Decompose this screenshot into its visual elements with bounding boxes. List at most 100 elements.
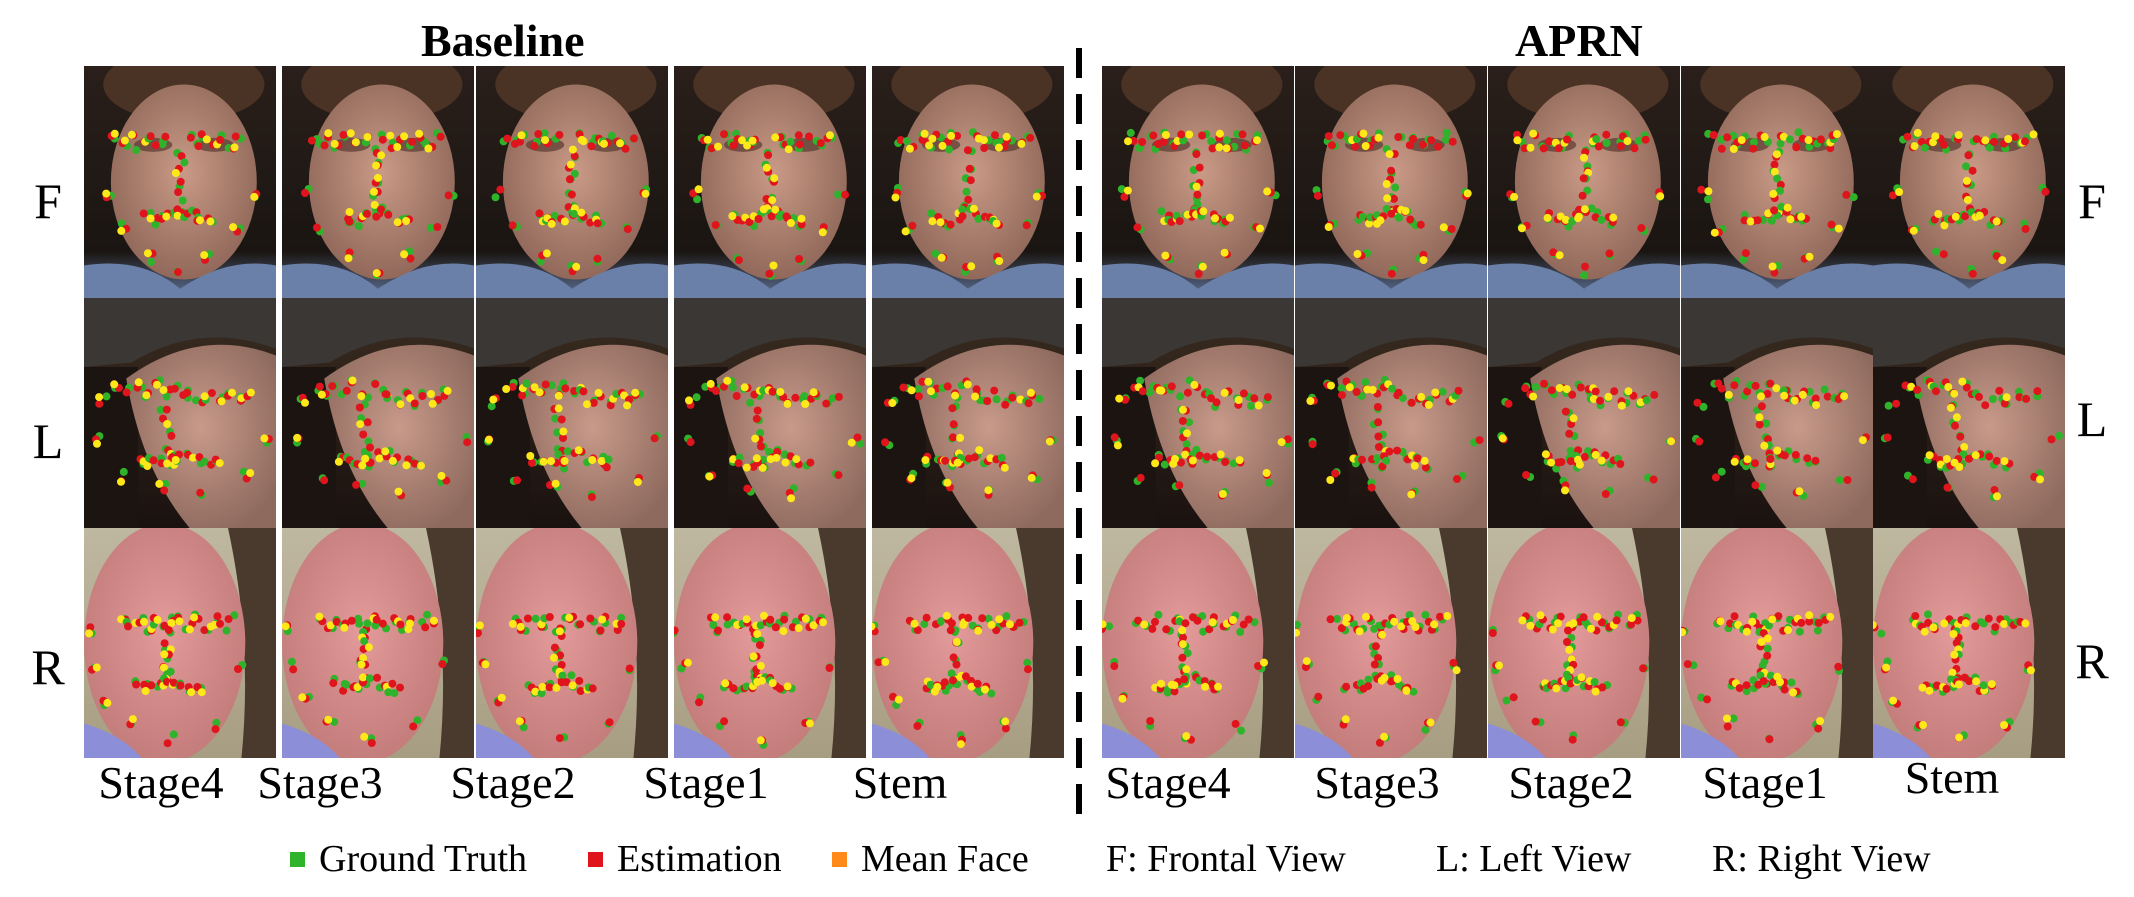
- face-thumbnail-aprn-stage2-frontal: [1488, 66, 1680, 298]
- landmark-point: [1784, 626, 1792, 634]
- landmark-point: [396, 684, 404, 692]
- landmark-point: [1730, 145, 1738, 153]
- divider-dash: [1076, 508, 1082, 538]
- landmark-point: [1390, 195, 1398, 203]
- landmark-point: [951, 392, 959, 400]
- landmark-point: [143, 462, 151, 470]
- landmark-point: [1027, 389, 1035, 397]
- landmark-point: [1409, 135, 1417, 143]
- landmark-point: [1771, 168, 1779, 176]
- landmark-point: [1178, 626, 1186, 634]
- landmark-point: [1327, 382, 1335, 390]
- landmark-point: [1380, 733, 1388, 741]
- legend-estimation: Estimation: [588, 840, 782, 878]
- landmark-point: [1255, 402, 1263, 410]
- landmark-point: [1375, 443, 1383, 451]
- landmark-point: [782, 459, 790, 467]
- face-thumbnail-aprn-stage2-right: [1488, 528, 1680, 758]
- landmark-point: [179, 197, 187, 205]
- landmark-point: [1914, 129, 1922, 137]
- landmark-point: [165, 626, 173, 634]
- landmark-point: [1394, 675, 1402, 683]
- landmark-point: [1756, 421, 1764, 429]
- landmark-point: [320, 476, 328, 484]
- landmark-point: [586, 615, 594, 623]
- landmark-point: [1971, 622, 1979, 630]
- landmark-point: [1742, 249, 1750, 257]
- divider-dash: [1076, 140, 1082, 170]
- landmark-point: [1723, 715, 1731, 723]
- landmark-point: [395, 488, 403, 496]
- landmark-point: [594, 255, 602, 263]
- landmark-point: [1303, 657, 1311, 665]
- landmark-point: [155, 480, 163, 488]
- landmark-point: [1631, 144, 1639, 152]
- landmark-point: [1910, 227, 1918, 235]
- landmark-point: [1376, 216, 1384, 224]
- landmark-point: [1383, 194, 1391, 202]
- landmark-point: [228, 389, 236, 397]
- landmark-point: [85, 629, 93, 637]
- landmark-point: [1374, 418, 1382, 426]
- landmark-point: [1569, 736, 1577, 744]
- landmark-point: [147, 258, 155, 266]
- landmark-point: [168, 619, 176, 627]
- landmark-point: [1434, 143, 1442, 151]
- landmark-point: [140, 210, 148, 218]
- landmark-point: [953, 661, 961, 669]
- landmark-point: [588, 456, 596, 464]
- landmark-point: [1151, 618, 1159, 626]
- landmark-point: [956, 434, 964, 442]
- landmark-point: [366, 674, 374, 682]
- landmark-point: [835, 393, 843, 401]
- landmark-point: [1781, 686, 1789, 694]
- landmark-point: [792, 455, 800, 463]
- landmark-point: [1195, 270, 1203, 278]
- landmark-point: [1962, 162, 1970, 170]
- landmark-point: [147, 215, 155, 223]
- landmark-point: [2027, 666, 2035, 674]
- landmark-point: [927, 209, 935, 217]
- landmark-point: [1710, 131, 1718, 139]
- landmark-point: [1489, 629, 1497, 637]
- landmark-point: [993, 220, 1001, 228]
- landmark-point: [1751, 481, 1759, 489]
- landmark-point: [1752, 382, 1760, 390]
- landmark-point: [1859, 436, 1867, 444]
- landmark-point: [787, 494, 795, 502]
- landmark-point: [764, 151, 772, 159]
- landmark-point: [361, 455, 369, 463]
- landmark-point: [1597, 216, 1605, 224]
- landmark-point: [776, 388, 784, 396]
- landmark-point: [433, 223, 441, 231]
- landmark-point: [298, 693, 306, 701]
- landmark-point: [365, 643, 373, 651]
- landmark-point: [1343, 614, 1351, 622]
- landmark-point: [1836, 476, 1844, 484]
- landmark-point: [424, 145, 432, 153]
- landmark-point: [343, 387, 351, 395]
- landmark-point: [712, 387, 720, 395]
- landmark-point: [949, 433, 957, 441]
- landmark-point: [1580, 613, 1588, 621]
- landmark-point: [1603, 139, 1611, 147]
- face-thumbnail-baseline-stage2-left: [476, 298, 668, 528]
- landmark-point: [1177, 130, 1185, 138]
- landmark-point: [1606, 250, 1614, 258]
- landmark-point: [1773, 447, 1781, 455]
- landmark-point: [1548, 386, 1556, 394]
- landmark-point: [1442, 136, 1450, 144]
- landmark-point: [784, 400, 792, 408]
- landmark-point: [1226, 214, 1234, 222]
- stage-label-baseline-stem: Stem: [800, 760, 1000, 806]
- landmark-point: [1969, 167, 1977, 175]
- landmark-point: [1769, 263, 1777, 271]
- landmark-point: [569, 681, 577, 689]
- landmark-point: [941, 457, 949, 465]
- landmark-point: [1199, 263, 1207, 271]
- landmark-point: [623, 401, 631, 409]
- face-thumbnail-baseline-stage4-right: [84, 528, 276, 758]
- landmark-point: [1919, 684, 1927, 692]
- landmark-point: [1209, 144, 1217, 152]
- landmark-point: [93, 440, 101, 448]
